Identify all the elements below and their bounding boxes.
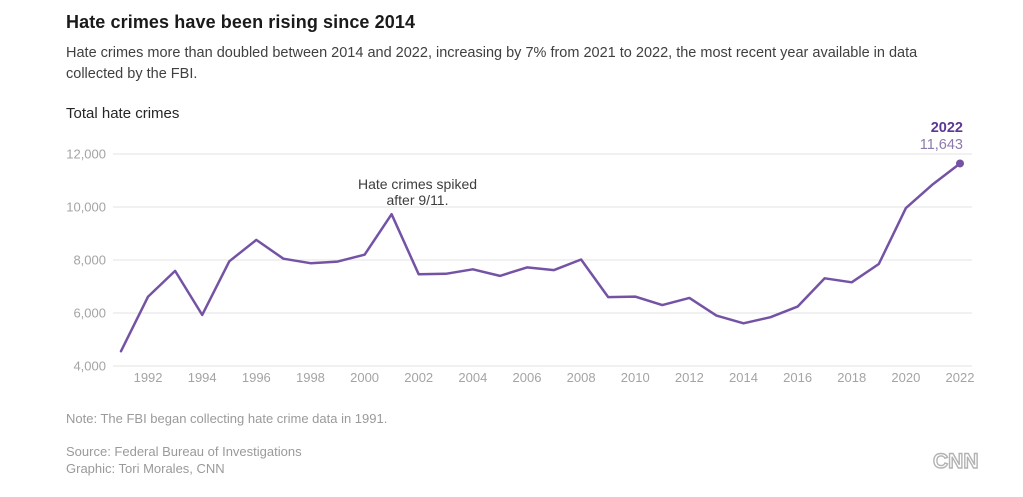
- x-tick-label: 2012: [675, 370, 704, 385]
- series-label: Total hate crimes: [66, 105, 180, 122]
- chart-annotation: Hate crimes spiked after 9/11.: [327, 176, 508, 208]
- x-tick-label: 1996: [242, 370, 271, 385]
- x-tick-label: 2022: [946, 370, 975, 385]
- x-tick-label: 2006: [513, 370, 542, 385]
- y-tick-label: 6,000: [73, 306, 106, 321]
- x-tick-label: 1998: [296, 370, 325, 385]
- annotation-line-2: after 9/11.: [386, 192, 449, 208]
- x-tick-label: 2016: [783, 370, 812, 385]
- x-tick-label: 1992: [134, 370, 163, 385]
- y-tick-label: 8,000: [73, 253, 106, 268]
- cnn-logo: CNN: [932, 449, 979, 473]
- end-point-value: 11,643: [919, 137, 963, 153]
- x-tick-label: 2020: [891, 370, 920, 385]
- footnote: Note: The FBI began collecting hate crim…: [66, 411, 388, 426]
- source-line: Source: Federal Bureau of Investigations: [66, 444, 302, 459]
- end-point-dot: [956, 159, 964, 168]
- y-tick-label: 12,000: [66, 147, 106, 162]
- x-tick-label: 2008: [567, 370, 596, 385]
- x-tick-label: 2000: [350, 370, 379, 385]
- end-point-year: 2022: [930, 120, 963, 136]
- x-tick-label: 2014: [729, 370, 758, 385]
- x-tick-label: 2002: [404, 370, 433, 385]
- x-tick-label: 2004: [458, 370, 487, 385]
- x-tick-label: 2018: [837, 370, 866, 385]
- trend-line: [119, 162, 962, 353]
- x-tick-label: 1994: [188, 370, 217, 385]
- end-point-label: 2022 11,643: [920, 120, 963, 154]
- page-title: Hate crimes have been rising since 2014: [66, 12, 416, 32]
- credit-line: Graphic: Tori Morales, CNN: [66, 461, 225, 476]
- chart-subtitle: Hate crimes more than doubled between 20…: [66, 45, 918, 82]
- annotation-line-1: Hate crimes spiked: [357, 176, 478, 192]
- y-tick-label: 10,000: [66, 200, 106, 215]
- x-tick-label: 2010: [621, 370, 650, 385]
- y-tick-label: 4,000: [73, 359, 106, 374]
- source-credit-block: Source: Federal Bureau of Investigations…: [66, 443, 302, 477]
